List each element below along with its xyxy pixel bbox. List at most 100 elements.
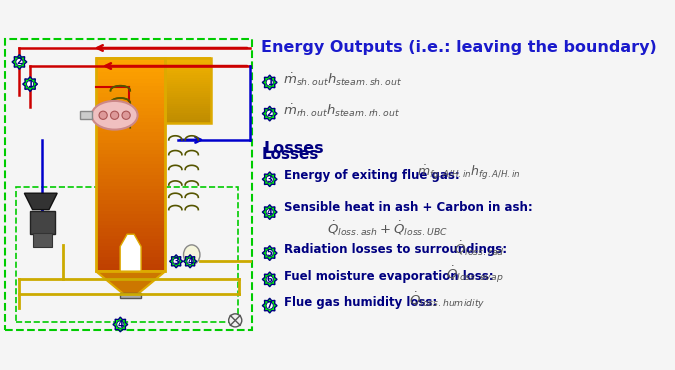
Bar [165,79,211,82]
Text: Flue gas humidity loss:: Flue gas humidity loss: [284,296,437,309]
Bar [96,260,165,264]
Circle shape [266,110,273,117]
Polygon shape [113,317,128,332]
Bar [96,143,165,147]
Bar [96,239,165,243]
Text: 3: 3 [267,175,273,184]
Text: 2: 2 [267,109,273,118]
Polygon shape [169,255,183,268]
Text: 1: 1 [27,80,33,88]
Bar [165,103,211,106]
Bar [165,84,211,86]
Polygon shape [24,193,57,210]
Bar [96,82,165,86]
Bar [96,196,165,200]
Bar [96,132,165,136]
Polygon shape [12,54,27,69]
Polygon shape [263,205,277,219]
Bar [165,62,211,64]
Bar [96,253,165,257]
Bar [96,107,165,111]
Bar [96,111,165,115]
Bar [96,246,165,250]
Bar [165,97,211,100]
Text: 5: 5 [267,249,273,258]
Polygon shape [23,77,38,91]
Bar [165,60,211,62]
Bar [96,72,165,75]
Bar [165,117,211,119]
Text: $\dot{m}_{sh.out}h_{steam.sh.out}$: $\dot{m}_{sh.out}h_{steam.sh.out}$ [283,71,402,88]
Polygon shape [263,246,277,260]
Bar [96,192,165,196]
Polygon shape [263,106,277,121]
Bar [96,164,165,168]
Bar [96,256,165,260]
Circle shape [266,249,273,257]
Circle shape [229,314,242,327]
Bar [96,118,165,122]
Text: 4: 4 [267,208,273,216]
Circle shape [266,79,273,86]
Polygon shape [263,272,277,287]
Bar [96,242,165,246]
Bar [96,68,165,72]
Bar [96,203,165,207]
Circle shape [266,276,273,283]
Bar [165,73,211,75]
Circle shape [266,209,273,216]
Bar [96,175,165,179]
Bar [96,232,165,236]
Text: Losses: Losses [263,141,324,155]
Bar [96,249,165,253]
Text: Energy of exiting flue gas:: Energy of exiting flue gas: [284,169,460,182]
Bar [96,58,165,271]
Bar [96,185,165,189]
Bar [165,81,211,84]
Bar [96,267,165,271]
Bar [96,86,165,90]
Text: Losses: Losses [261,147,319,162]
Text: Fuel moisture evaporation loss:: Fuel moisture evaporation loss: [284,270,494,283]
Circle shape [16,58,23,65]
Bar [96,178,165,182]
Bar [165,58,211,124]
Text: $\dot{m}_{rh.out}h_{steam.rh.out}$: $\dot{m}_{rh.out}h_{steam.rh.out}$ [283,102,400,119]
Bar [96,200,165,204]
Bar [96,210,165,214]
Bar [165,121,211,124]
Polygon shape [120,234,141,271]
Text: Sensible heat in ash + Carbon in ash:: Sensible heat in ash + Carbon in ash: [284,202,533,215]
Bar [165,101,211,104]
Polygon shape [96,271,165,294]
Bar [165,108,211,110]
Text: 4: 4 [117,320,124,329]
Ellipse shape [184,245,200,265]
Bar [96,64,165,68]
Bar [165,66,211,69]
Bar [165,119,211,121]
Bar [165,105,211,108]
Bar [96,225,165,229]
Text: 1: 1 [267,78,273,87]
Bar [96,128,165,132]
Bar [165,110,211,112]
Text: 6: 6 [267,275,273,284]
Polygon shape [263,298,277,313]
Bar [96,104,165,108]
Bar [96,221,165,225]
Bar [96,182,165,186]
Bar [165,86,211,88]
Bar [96,157,165,161]
Text: 4: 4 [187,257,193,266]
Bar [96,168,165,172]
Ellipse shape [92,101,138,130]
Text: 3: 3 [173,257,179,266]
Circle shape [26,81,34,88]
Bar [96,146,165,150]
Circle shape [266,176,273,183]
Bar [96,75,165,79]
Circle shape [99,111,107,120]
Bar [165,90,211,93]
Text: $\dot{Q}_{loss.evap}$: $\dot{Q}_{loss.evap}$ [446,264,504,285]
